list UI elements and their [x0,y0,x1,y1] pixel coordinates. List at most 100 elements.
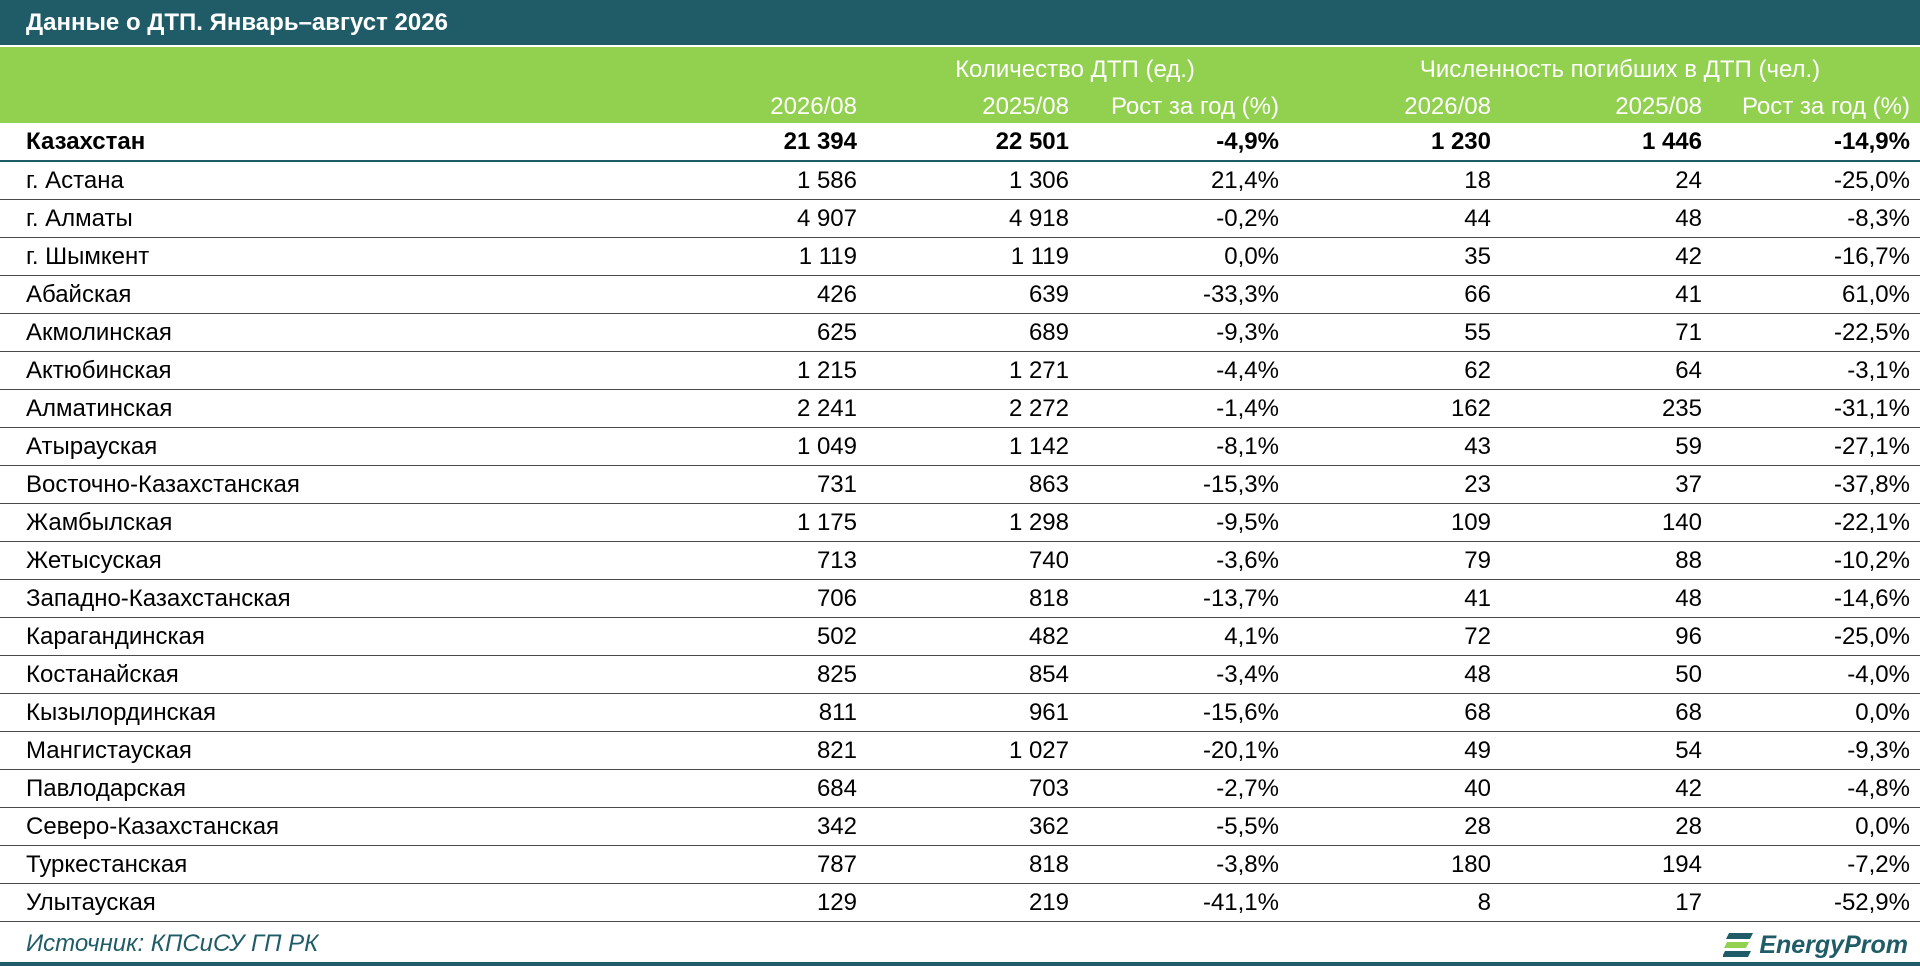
region-name: Казахстан [26,128,146,155]
cell-accidents-2025: 1 027 [1008,737,1069,764]
region-name: г. Шымкент [26,243,150,270]
cell-deaths-growth: -9,3% [1847,737,1910,764]
cell-deaths-2025: 48 [1675,205,1702,232]
cell-deaths-2025: 24 [1675,167,1702,194]
table-footer: Источник: КПСиСУ ГП РК EnergyProm [0,925,1920,966]
cell-deaths-2025: 37 [1675,471,1702,498]
cell-accidents-growth: -4,9% [1216,128,1279,155]
cell-deaths-2026: 23 [1464,471,1491,498]
cell-deaths-growth: -10,2% [1833,547,1910,574]
cell-accidents-2026: 2 241 [796,395,857,422]
region-name: г. Астана [26,167,124,194]
cell-accidents-growth: 21,4% [1210,167,1279,194]
cell-deaths-2025: 48 [1675,585,1702,612]
cell-accidents-2026: 811 [818,699,857,726]
cell-deaths-growth: -25,0% [1833,167,1910,194]
cell-accidents-2025: 961 [1028,699,1069,726]
cell-deaths-2026: 66 [1464,281,1491,308]
region-name: Восточно-Казахстанская [26,471,300,498]
table-row: Абайская 426 639 -33,3% 66 41 61,0% [0,276,1920,314]
region-name: Карагандинская [26,623,205,650]
cell-deaths-2025: 50 [1675,661,1702,688]
region-name: Акмолинская [26,319,172,346]
table-row: г. Алматы 4 907 4 918 -0,2% 44 48 -8,3% [0,200,1920,238]
cell-deaths-2025: 59 [1675,433,1702,460]
cell-accidents-growth: -3,6% [1216,547,1279,574]
col-header-deaths-growth: Рост за год (%) [1741,93,1910,120]
cell-deaths-growth: -52,9% [1833,889,1910,916]
cell-accidents-2026: 731 [816,471,857,498]
cell-accidents-2025: 689 [1028,319,1069,346]
col-header-accidents-2026: 2026/08 [770,93,857,120]
cell-deaths-growth: -7,2% [1847,851,1910,878]
region-name: Мангистауская [26,737,192,764]
cell-deaths-2026: 109 [1450,509,1491,536]
table-row: Туркестанская 787 818 -3,8% 180 194 -7,2% [0,846,1920,884]
table-row: г. Шымкент 1 119 1 119 0,0% 35 42 -16,7% [0,238,1920,276]
cell-accidents-2026: 426 [816,281,857,308]
cell-deaths-growth: -8,3% [1847,205,1910,232]
cell-accidents-growth: -3,8% [1216,851,1279,878]
cell-deaths-2026: 162 [1450,395,1491,422]
table-header: Количество ДТП (ед.) Численность погибши… [0,47,1920,123]
cell-deaths-2026: 180 [1450,851,1491,878]
cell-accidents-2025: 639 [1028,281,1069,308]
cell-accidents-growth: -15,6% [1202,699,1279,726]
cell-deaths-2026: 62 [1464,357,1491,384]
cell-deaths-growth: -22,5% [1833,319,1910,346]
cell-accidents-2025: 1 271 [1008,357,1069,384]
cell-accidents-growth: -9,5% [1216,509,1279,536]
cell-deaths-2025: 88 [1675,547,1702,574]
region-name: Актюбинская [26,357,172,384]
table-row: Акмолинская 625 689 -9,3% 55 71 -22,5% [0,314,1920,352]
cell-accidents-2025: 2 272 [1008,395,1069,422]
cell-deaths-growth: 0,0% [1855,699,1910,726]
table-row: Западно-Казахстанская 706 818 -13,7% 41 48 -14… [0,580,1920,618]
logo-text: EnergyProm [1759,931,1908,959]
cell-accidents-2025: 1 306 [1008,167,1069,194]
region-name: Западно-Казахстанская [26,585,291,612]
table-row: Актюбинская 1 215 1 271 -4,4% 62 64 -3,1% [0,352,1920,390]
table-row: Кызылординская 811 961 -15,6% 68 68 0,0% [0,694,1920,732]
cell-deaths-growth: -14,9% [1833,128,1910,155]
region-name: Павлодарская [26,775,186,802]
cell-deaths-2025: 71 [1675,319,1702,346]
cell-deaths-2025: 96 [1675,623,1702,650]
cell-accidents-2025: 703 [1028,775,1069,802]
cell-deaths-2025: 42 [1675,243,1702,270]
cell-accidents-2026: 1 215 [796,357,857,384]
cell-deaths-2026: 8 [1477,889,1491,916]
cell-deaths-2026: 28 [1464,813,1491,840]
cell-deaths-growth: -16,7% [1833,243,1910,270]
cell-deaths-2025: 17 [1675,889,1702,916]
region-name: Атырауская [26,433,158,460]
cell-accidents-2025: 4 918 [1008,205,1069,232]
cell-accidents-2025: 863 [1028,471,1069,498]
cell-accidents-2026: 1 586 [796,167,857,194]
cell-deaths-growth: 0,0% [1855,813,1910,840]
cell-deaths-2026: 55 [1464,319,1491,346]
table-row-total: Казахстан 21 394 22 501 -4,9% 1 230 1 446 -14,… [0,123,1920,162]
region-name: Туркестанская [26,851,188,878]
cell-accidents-2025: 22 501 [995,128,1069,155]
cell-accidents-2026: 1 049 [796,433,857,460]
table-row: Мангистауская 821 1 027 -20,1% 49 54 -9,3% [0,732,1920,770]
cell-deaths-2025: 68 [1675,699,1702,726]
cell-accidents-2026: 342 [816,813,857,840]
cell-accidents-growth: 4,1% [1224,623,1279,650]
region-name: Северо-Казахстанская [26,813,280,840]
table-row: Атырауская 1 049 1 142 -8,1% 43 59 -27,1% [0,428,1920,466]
region-name: Алматинская [26,395,173,422]
cell-accidents-2026: 1 175 [796,509,857,536]
cell-accidents-2026: 4 907 [796,205,857,232]
cell-deaths-growth: 61,0% [1841,281,1910,308]
cell-deaths-growth: -25,0% [1833,623,1910,650]
cell-accidents-growth: -5,5% [1216,813,1279,840]
cell-accidents-2026: 825 [816,661,857,688]
energyprom-logo-icon [1723,933,1754,957]
cell-deaths-2026: 68 [1464,699,1491,726]
cell-deaths-2026: 40 [1464,775,1491,802]
cell-deaths-growth: -4,0% [1847,661,1910,688]
group-header-accidents: Количество ДТП (ед.) [955,56,1195,83]
cell-accidents-2025: 219 [1028,889,1069,916]
